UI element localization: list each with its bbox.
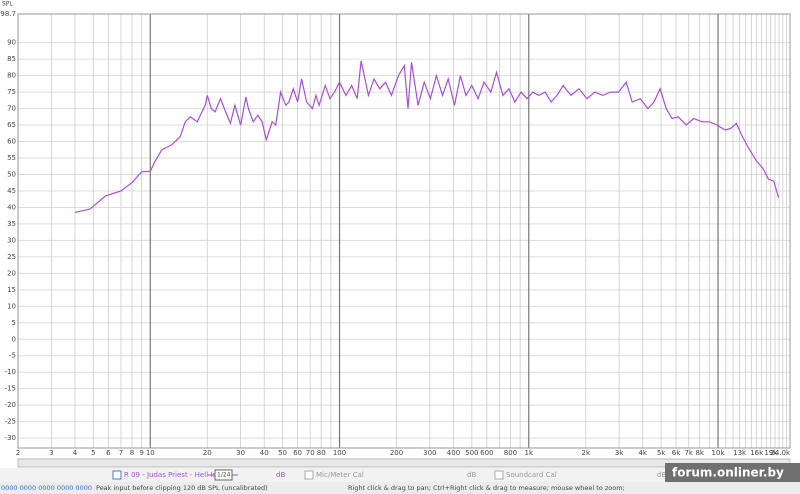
x-tick-label: 20 [203,449,212,457]
y-axis-label: SPL [2,1,13,8]
x-tick-label: 16k [750,449,764,457]
x-tick-label: 10 [146,449,155,457]
legend-entry: R 09 - Judas Priest - Hell Is H [124,471,224,479]
y-tick-label: 30 [7,236,16,244]
y-tick-label: -5 [9,352,16,360]
x-tick-label: 9 [139,449,143,457]
x-tick-label: 200 [390,449,403,457]
x-tick-label: 4k [638,449,647,457]
y-tick-label: 20 [7,269,16,277]
x-tick-label: 30 [236,449,245,457]
y-tick-label: -15 [5,385,16,393]
y-tick-label: 90 [7,39,16,47]
y-tick-label: 40 [7,203,16,211]
spl-curve [74,60,780,213]
y-tick-label: -25 [5,418,16,426]
x-tick-label: 500 [465,449,478,457]
y-tick-label: 85 [7,55,16,63]
y-tick-label: 70 [7,105,16,113]
checkbox[interactable] [304,470,314,480]
x-tick-label: 400 [447,449,460,457]
y-tick-label: -30 [5,434,16,442]
y-tick-label: 5 [12,319,16,327]
x-tick-label: 600 [480,449,493,457]
legend-unit: dB [276,471,285,479]
x-tick-label: 2k [582,449,591,457]
x-tick-label: 40 [260,449,269,457]
checkbox[interactable] [112,470,122,480]
y-tick-label: 25 [7,253,16,261]
watermark-box [665,463,800,483]
mic-cal: Mic/Meter Cal [316,471,364,479]
x-tick-label: 70 [306,449,315,457]
mic-unit: dB [467,471,476,479]
x-tick-label: 3k [615,449,624,457]
status-hint: Right click & drag to pan; Ctrl+Right cl… [348,484,625,492]
checkbox[interactable] [494,470,504,480]
y-tick-label: 65 [7,121,16,129]
x-tick-label: 8 [130,449,134,457]
x-tick-label: 24.0k [770,449,791,457]
status-left: 0000 0000 0000 0000 0000 [1,484,92,492]
sound-unit: dB [657,471,666,479]
status-bar [0,482,800,494]
y-tick-label: 60 [7,138,16,146]
y-tick-label: 35 [7,220,16,228]
y-tick-label: 55 [7,154,16,162]
x-tick-label: 6 [106,449,111,457]
x-tick-label: 3 [49,449,53,457]
legend-bar [0,468,800,482]
x-tick-label: 8k [695,449,704,457]
x-tick-label: 13k [733,449,747,457]
x-tick-label: 800 [504,449,517,457]
y-tick-label: 45 [7,187,16,195]
y-tick-label: 75 [7,88,16,96]
y-tick-label: 80 [7,72,16,80]
x-tick-label: 7 [119,449,123,457]
status-peak: Peak input before clipping 120 dB SPL (u… [96,484,268,492]
y-tick-label: 50 [7,170,16,178]
x-tick-label: 80 [317,449,326,457]
y-tick-label: 0 [12,335,16,343]
y-tick-label: 15 [7,286,16,294]
x-tick-label: 2 [16,449,20,457]
x-tick-label: 10k [712,449,726,457]
grid [17,13,791,448]
x-tick-label: 5 [91,449,95,457]
y-tick-label: -20 [5,401,16,409]
smoothing: 1/24 [217,472,231,479]
smoothing-box[interactable] [214,469,233,481]
x-tick-label: 60 [293,449,302,457]
x-tick-label: 300 [423,449,436,457]
y-tick-label: -10 [5,368,16,376]
plot-frame [17,13,791,449]
x-tick-label: 50 [278,449,287,457]
x-tick-label: 4 [73,449,78,457]
x-tick-label: 100 [333,449,346,457]
y-tick-label: 98.7 [0,10,16,18]
watermark: forum.onliner.by [672,466,784,480]
soundcard-cal: Soundcard Cal [506,471,557,479]
x-tick-label: 1k [525,449,534,457]
x-tick-label: 6k [672,449,681,457]
x-tick-label: 7k [684,449,693,457]
x-tick-label: 19k [764,449,778,457]
x-tick-label: 5k [657,449,666,457]
y-tick-label: 10 [7,302,16,310]
